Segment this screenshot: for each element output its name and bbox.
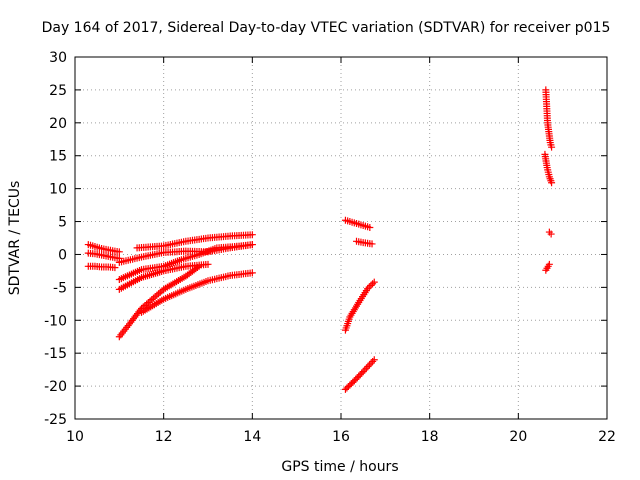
data-point-marker xyxy=(355,372,363,380)
data-track-1 xyxy=(84,241,123,256)
x-tick-label: 20 xyxy=(509,429,527,445)
data-point-marker xyxy=(369,280,377,288)
chart-title: Day 164 of 2017, Sidereal Day-to-day VTE… xyxy=(42,20,611,36)
data-track-3 xyxy=(84,262,119,272)
data-track-5 xyxy=(133,231,256,252)
y-tick-label: -10 xyxy=(44,313,67,329)
y-tick-label: -20 xyxy=(44,379,67,395)
data-point-marker xyxy=(146,297,154,305)
y-tick-label: -25 xyxy=(44,412,67,428)
data-point-marker xyxy=(349,378,357,386)
y-tick-label: 10 xyxy=(49,182,67,198)
data-point-marker xyxy=(156,288,164,296)
data-point-marker xyxy=(368,240,376,248)
data-point-marker xyxy=(155,290,163,298)
y-tick-label: 25 xyxy=(49,83,67,99)
data-track-17 xyxy=(542,260,553,274)
x-tick-label: 22 xyxy=(598,429,616,445)
data-point-marker xyxy=(548,179,556,187)
data-track-16 xyxy=(545,228,555,238)
data-point-marker xyxy=(367,281,375,289)
data-point-marker xyxy=(361,366,369,374)
x-tick-label: 18 xyxy=(421,429,439,445)
x-tick-label: 16 xyxy=(332,429,350,445)
data-point-marker xyxy=(353,374,361,382)
data-point-marker xyxy=(547,230,555,238)
data-track-8 xyxy=(115,262,203,341)
data-point-marker xyxy=(358,369,366,377)
data-point-marker xyxy=(364,363,372,371)
data-point-marker xyxy=(195,262,203,270)
data-point-marker xyxy=(153,291,161,299)
data-track-14 xyxy=(542,86,556,151)
y-tick-label: 30 xyxy=(49,50,67,66)
x-tick-label: 14 xyxy=(243,429,261,445)
y-tick-label: 20 xyxy=(49,116,67,132)
y-tick-label: -15 xyxy=(44,346,67,362)
data-track-9 xyxy=(138,269,256,316)
data-track-15 xyxy=(541,150,556,187)
data-point-marker xyxy=(362,364,370,372)
data-point-marker xyxy=(366,223,374,231)
data-track-6 xyxy=(115,241,256,283)
data-point-marker xyxy=(359,368,367,376)
data-point-marker xyxy=(115,248,123,256)
data-track-12 xyxy=(341,278,378,334)
data-point-marker xyxy=(111,264,119,272)
data-point-marker xyxy=(367,359,375,367)
data-point-marker xyxy=(548,143,556,151)
y-tick-label: 5 xyxy=(58,215,67,231)
data-point-marker xyxy=(370,356,378,364)
data-point-marker xyxy=(356,371,364,379)
data-point-marker xyxy=(248,231,256,239)
data-markers xyxy=(84,86,556,393)
data-point-marker xyxy=(204,260,212,268)
data-point-marker xyxy=(248,241,256,249)
data-point-marker xyxy=(545,260,553,268)
y-axis-label: SDTVAR / TECUs xyxy=(7,181,23,296)
data-point-marker xyxy=(370,278,378,286)
y-tick-label: 0 xyxy=(58,247,67,263)
data-point-marker xyxy=(365,283,373,291)
data-point-marker xyxy=(248,269,256,277)
data-point-marker xyxy=(193,264,201,272)
data-point-marker xyxy=(364,285,372,293)
data-track-11 xyxy=(353,237,376,248)
data-track-7 xyxy=(115,260,212,293)
axis-ticks: 10 12 14 16 18 20 22 -25 -20 -15 -10 -5 0 5 10 15 20 25 30 xyxy=(44,50,616,445)
y-tick-label: -5 xyxy=(53,280,67,296)
data-point-marker xyxy=(151,293,159,301)
data-track-13 xyxy=(341,356,378,393)
data-point-marker xyxy=(369,357,377,365)
data-point-marker xyxy=(158,287,166,295)
grid-lines xyxy=(75,57,607,419)
data-point-marker xyxy=(350,377,358,385)
plot-frame xyxy=(74,56,608,420)
y-tick-label: 15 xyxy=(49,149,67,165)
x-tick-label: 10 xyxy=(66,429,84,445)
data-point-marker xyxy=(149,294,157,302)
data-track-10 xyxy=(341,216,374,231)
data-point-marker xyxy=(148,296,156,304)
data-point-marker xyxy=(366,361,373,369)
data-point-marker xyxy=(352,375,360,383)
x-axis-label: GPS time / hours xyxy=(281,459,398,475)
x-tick-label: 12 xyxy=(155,429,173,445)
